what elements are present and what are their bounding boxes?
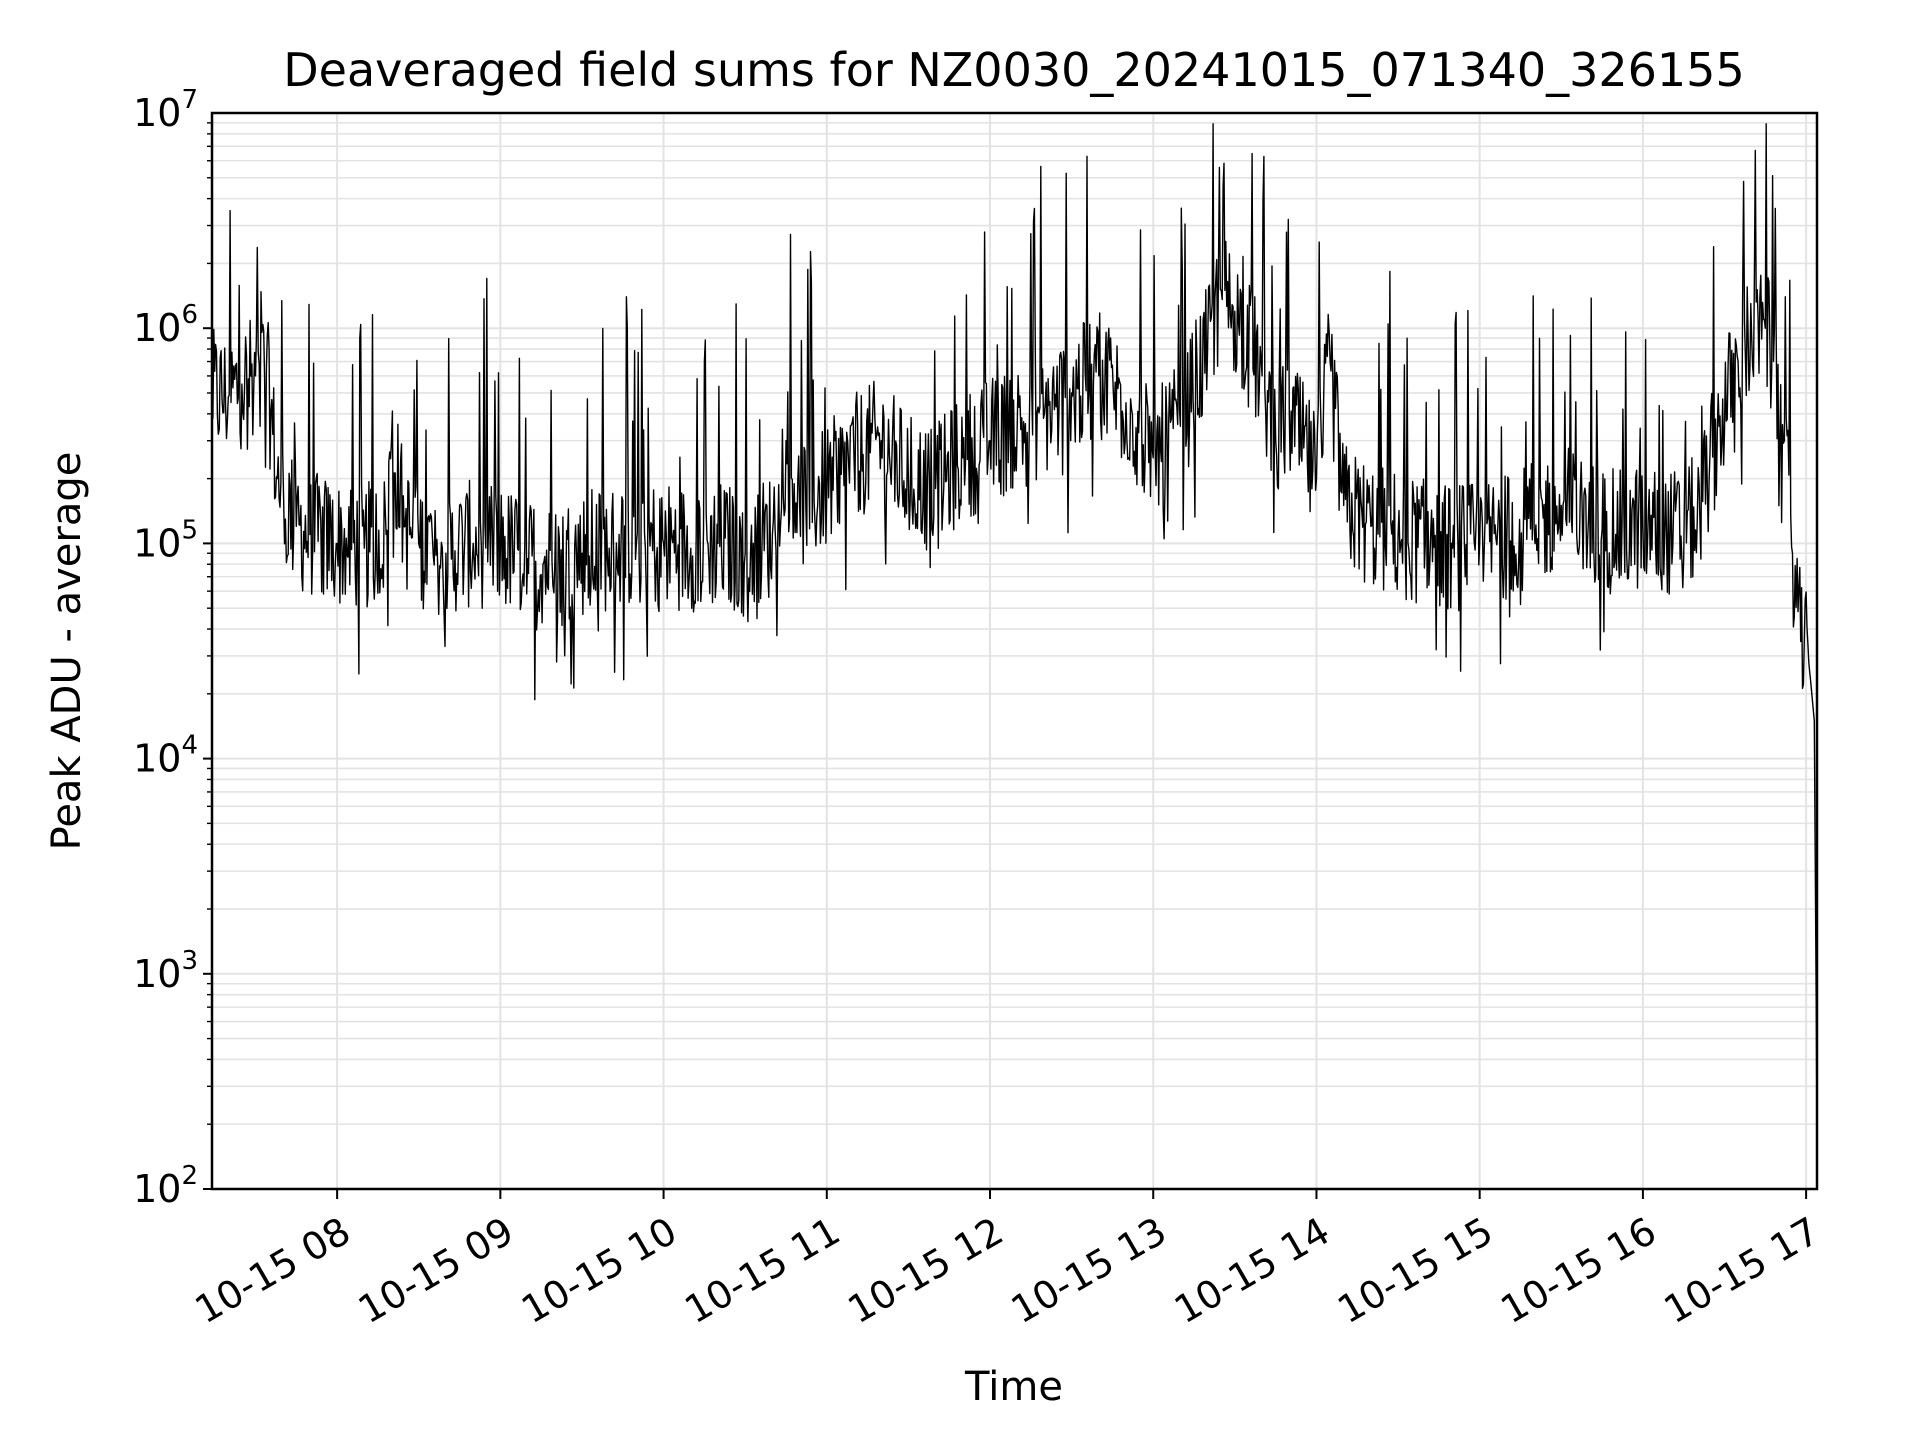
y-tick-label: 102 — [133, 1161, 198, 1211]
y-tick-label: 104 — [133, 731, 198, 781]
x-axis-label: Time — [964, 1364, 1063, 1410]
y-tick-label: 105 — [133, 515, 198, 565]
y-tick-label: 103 — [133, 946, 198, 996]
grid — [212, 112, 1817, 1190]
series-line — [211, 123, 1818, 1125]
y-tick-label: 107 — [133, 85, 198, 135]
y-tick-label: 106 — [133, 300, 198, 350]
chart-title: Deaveraged field sums for NZ0030_2024101… — [283, 43, 1744, 97]
y-axis-label: Peak ADU - average — [44, 452, 90, 851]
plot-frame — [210, 111, 1819, 1191]
